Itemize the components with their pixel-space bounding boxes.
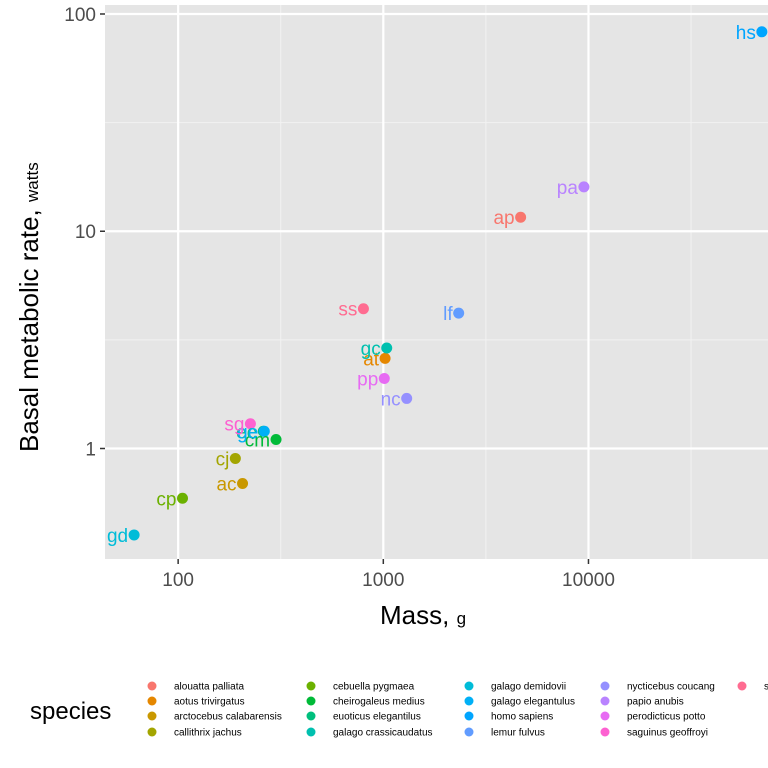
legend-key [464, 696, 474, 706]
legend-label: perodicticus potto [627, 712, 706, 723]
legend-label: saguinus geoffroyi [627, 728, 708, 739]
legend-label: galago crassicaudatus [333, 728, 433, 739]
x-axis-title: Mass, g [380, 600, 466, 630]
point-label: ss [338, 300, 357, 321]
legend: alouatta palliata aotus trivirgatus arctoc… [147, 681, 768, 739]
point-label: gc [361, 339, 381, 360]
data-point [244, 418, 256, 430]
x-tick-label: 10000 [562, 570, 615, 591]
legend-label: aotus trivirgatus [174, 697, 245, 708]
legend-key [306, 711, 316, 721]
legend-label: cheirogaleus medius [333, 697, 425, 708]
x-tick-label: 1000 [362, 570, 404, 591]
data-point [453, 307, 465, 319]
data-point [379, 352, 391, 364]
gridlines [105, 5, 768, 559]
data-point [401, 392, 413, 404]
data-point [237, 478, 249, 490]
legend-key [464, 681, 474, 691]
legend-label: arctocebus calabarensis [174, 712, 282, 723]
data-point [381, 342, 393, 354]
legend-key [600, 681, 610, 691]
point-label: at [363, 349, 380, 370]
data-points [128, 26, 768, 541]
legend-key [600, 727, 610, 737]
legend-label: callithrix jachus [174, 728, 242, 739]
point-label: pa [557, 178, 579, 199]
legend-label: papio anubis [627, 697, 684, 708]
point-label: cm [245, 431, 270, 452]
legend-key [147, 727, 157, 737]
legend-key [147, 681, 157, 691]
data-point [270, 434, 282, 446]
point-label: gd [107, 526, 128, 547]
legend-label: homo sapiens [491, 712, 553, 723]
data-point [128, 529, 140, 541]
point-label: sg [224, 415, 244, 436]
legend-label: cebuella pygmaea [333, 682, 415, 693]
legend-label: galago elegantulus [491, 697, 575, 708]
data-point [176, 492, 188, 504]
legend-key [464, 727, 474, 737]
point-label: hs [736, 23, 756, 44]
data-point [258, 425, 270, 437]
legend-label: lemur fulvus [491, 728, 545, 739]
data-point [229, 452, 241, 464]
point-label: ge [237, 422, 258, 443]
point-label: ee [236, 422, 257, 443]
y-tick-label: 1 [85, 439, 96, 460]
point-label: ap [493, 208, 514, 229]
point-label: lf [443, 304, 453, 325]
legend-title: species [30, 698, 111, 725]
legend-label: alouatta palliata [174, 682, 244, 693]
legend-key [737, 681, 747, 691]
data-point [357, 303, 369, 315]
legend-key [306, 681, 316, 691]
point-label: cp [156, 489, 176, 510]
point-label: nc [381, 389, 401, 410]
legend-key [600, 711, 610, 721]
y-tick-label: 10 [75, 222, 96, 243]
legend-key [464, 711, 474, 721]
y-tick-label: 100 [64, 5, 96, 26]
legend-label: sa [764, 682, 768, 693]
legend-key [306, 696, 316, 706]
data-point [515, 211, 527, 223]
legend-key [147, 711, 157, 721]
x-tick-label: 100 [162, 570, 194, 591]
axes: 100 1000 10000 1 10 100 [64, 5, 615, 591]
data-point [756, 26, 768, 38]
data-point [578, 181, 590, 193]
legend-key [147, 696, 157, 706]
point-label: ac [216, 475, 236, 496]
point-label: cj [216, 449, 230, 470]
legend-key [306, 727, 316, 737]
legend-label: euoticus elegantilus [333, 712, 421, 723]
y-axis-title: Basal metabolic rate, watts [14, 162, 44, 452]
data-point [378, 372, 390, 384]
legend-label: nycticebus coucang [627, 682, 715, 693]
plot-panel [105, 5, 768, 559]
legend-label: galago demidovii [491, 682, 566, 693]
legend-key [600, 696, 610, 706]
point-label: pp [357, 369, 378, 390]
